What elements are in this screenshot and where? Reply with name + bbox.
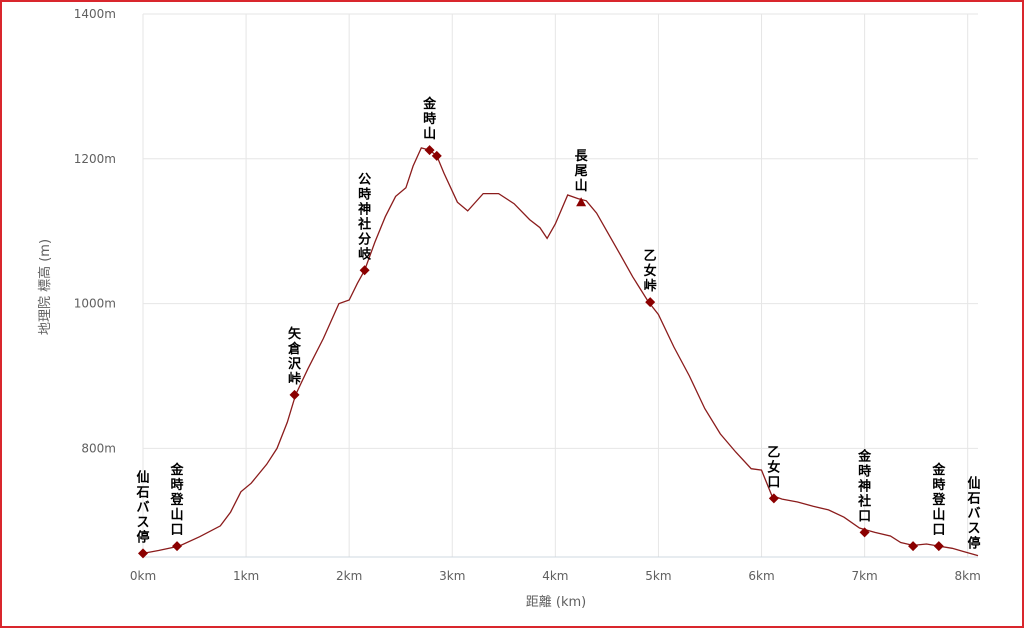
x-tick-label: 1km: [233, 569, 259, 583]
waypoint-label: 金時登山口: [170, 462, 185, 538]
y-tick-label: 1000m: [74, 297, 116, 311]
waypoint-marker-triangle[interactable]: [576, 197, 587, 207]
x-tick-label: 4km: [542, 569, 568, 583]
x-tick-label: 5km: [645, 569, 671, 583]
waypoint-label: 金時神社口: [857, 448, 872, 524]
waypoint-marker-diamond[interactable]: [768, 493, 779, 504]
grid-lines: [142, 13, 978, 558]
waypoint-label: 矢倉沢峠: [287, 326, 302, 387]
waypoint-marker-diamond[interactable]: [933, 541, 944, 552]
waypoint-marker-diamond[interactable]: [424, 145, 435, 156]
y-tick-label: 800m: [81, 441, 116, 455]
waypoint-label: 乙女口: [767, 445, 780, 490]
x-axis-title: 距離 (km): [526, 595, 586, 610]
elevation-line: [142, 147, 979, 557]
waypoint-marker-diamond[interactable]: [859, 527, 870, 538]
waypoint-label: 仙石バス停: [966, 476, 980, 552]
x-tick-label: 3km: [439, 569, 465, 583]
waypoint-marker-diamond[interactable]: [289, 389, 300, 400]
x-tick-label: 2km: [336, 569, 362, 583]
waypoint-marker-diamond[interactable]: [645, 297, 656, 308]
x-tick-label: 8km: [955, 569, 981, 583]
y-axis-title: 地理院 標高 (m): [37, 239, 53, 335]
waypoint-label: 公時神社分岐: [357, 172, 372, 262]
waypoint-marker-diamond[interactable]: [359, 265, 370, 276]
x-tick-label: 6km: [748, 569, 774, 583]
x-tick-label: 7km: [851, 569, 877, 583]
waypoint-marker-diamond[interactable]: [138, 548, 148, 559]
x-tick-label: 0km: [130, 569, 156, 583]
waypoint-marker-diamond[interactable]: [908, 541, 919, 552]
waypoint-label: 金時登山口: [931, 462, 946, 538]
x-tick-labels: 0km 1km 2km 3km 4km 5km 6km 7km 8km: [130, 569, 981, 583]
y-tick-labels: 800m 1000m 1200m 1400m: [74, 7, 116, 455]
waypoint-label: 長尾山: [575, 149, 589, 194]
waypoint-label: 仙石バス停: [135, 469, 149, 545]
waypoint-marker-diamond[interactable]: [431, 150, 442, 161]
waypoint-markers: [138, 145, 944, 559]
y-tick-label: 1200m: [74, 152, 116, 166]
waypoint-marker-diamond[interactable]: [172, 541, 183, 552]
waypoint-label: 金時山: [422, 96, 437, 142]
waypoint-label: 乙女峠: [644, 249, 657, 294]
y-tick-label: 1400m: [74, 7, 116, 21]
